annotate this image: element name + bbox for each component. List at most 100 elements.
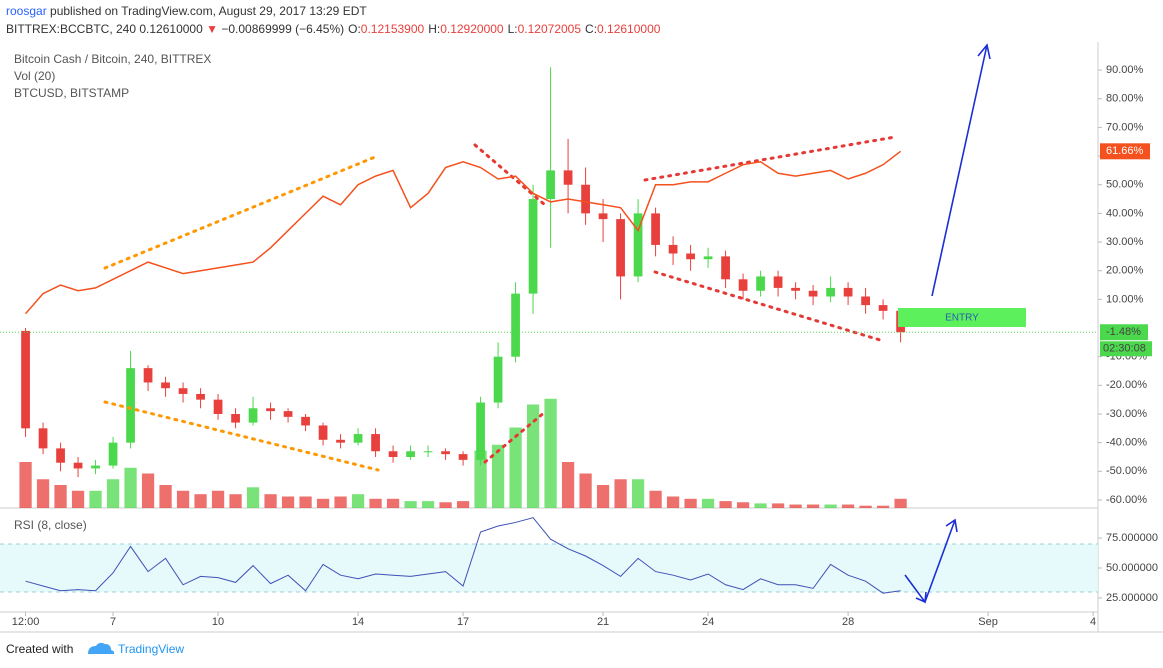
volume-bar: [299, 496, 312, 508]
candle-body: [353, 434, 363, 443]
compare-last-box: [1100, 143, 1150, 160]
x-tick-label: 24: [702, 616, 714, 628]
candle-body: [826, 287, 835, 297]
volume-bar: [404, 501, 417, 508]
volume-bar: [754, 503, 767, 508]
candle-body: [738, 279, 748, 291]
trend-line: [473, 143, 547, 207]
header-line: roosgar published on TradingView.com, Au…: [6, 4, 367, 18]
compare-last-label: 61.66%: [1106, 145, 1144, 157]
volume-bar: [211, 490, 225, 508]
y-tick-label: 30.00%: [1106, 236, 1144, 248]
volume-bar: [509, 427, 522, 508]
candle-body: [231, 413, 240, 423]
candle-body: [773, 276, 783, 288]
footer-brand: TradingView: [118, 642, 184, 656]
candle-body: [406, 451, 415, 457]
candle-body: [546, 170, 555, 200]
candle-body: [73, 462, 83, 469]
change: −0.00869999 (−6.45%): [221, 22, 344, 36]
volume-bar: [351, 494, 365, 508]
ohlc-value: 0.12920000: [440, 22, 504, 36]
legend-compare: BTCUSD, BITSTAMP: [14, 86, 129, 100]
arrow: ▼: [206, 22, 218, 36]
candle-body: [843, 287, 853, 297]
trend-lines: [103, 135, 897, 472]
volume-bar: [141, 473, 155, 508]
volume-bar: [719, 501, 732, 508]
x-tick-label: Sep: [978, 616, 998, 628]
trend-line: [103, 155, 377, 270]
candle-body: [196, 393, 205, 400]
volume-bar: [736, 502, 750, 508]
y-tick-label: -60.00%: [1106, 494, 1147, 506]
ohlc-value: 0.12072005: [518, 22, 582, 36]
candle-body: [703, 256, 713, 260]
y-tick-label: 20.00%: [1106, 265, 1144, 277]
candle-body: [301, 416, 310, 426]
volume-bar: [876, 505, 890, 508]
volume-bar: [421, 501, 435, 508]
candle-body: [808, 290, 818, 297]
candle-body: [511, 293, 520, 357]
volume-bar: [369, 498, 382, 508]
x-tick-label: 7: [110, 616, 116, 628]
last-price-label: -1.48%: [1106, 326, 1141, 338]
volume-bar: [841, 504, 855, 508]
candle-body: [108, 442, 118, 466]
volume-bar: [789, 504, 802, 508]
candle-body: [91, 465, 100, 469]
candle-body: [441, 451, 450, 455]
ohlc-label: O:: [348, 22, 361, 36]
volume-bar: [561, 462, 575, 508]
candle-body: [213, 399, 223, 414]
countdown-label: 02:30:08: [1103, 343, 1146, 355]
y-tick-label: 70.00%: [1106, 121, 1144, 133]
legend-rsi: RSI (8, close): [14, 518, 87, 532]
y-tick-label: 40.00%: [1106, 207, 1144, 219]
volume-bar: [579, 473, 592, 508]
volume-bar: [176, 490, 190, 508]
volume-bar: [334, 496, 347, 508]
y-tick-label: -20.00%: [1106, 379, 1147, 391]
candle-body: [493, 356, 503, 403]
volume-bar: [386, 498, 400, 508]
volume-bar: [159, 485, 172, 508]
countdown-box: [1100, 341, 1152, 357]
symbol: BITTREX:BCCBTC, 240: [6, 22, 136, 36]
legend-volume: Vol (20): [14, 69, 55, 83]
volume-bar: [666, 496, 680, 508]
candle-body: [651, 213, 660, 245]
ohlc-value: 0.12153900: [361, 22, 425, 36]
candle-body: [791, 287, 800, 291]
y-tick-label: -30.00%: [1106, 408, 1147, 420]
volume-bar: [281, 496, 295, 508]
x-tick-label: 28: [842, 616, 854, 628]
candle-body: [668, 244, 678, 254]
candle-body: [581, 184, 590, 214]
rsi-line: [25, 517, 901, 594]
volume-bar: [124, 467, 137, 508]
volume-bar: [229, 494, 242, 508]
volume-bar: [474, 450, 487, 508]
candle-body: [336, 439, 345, 443]
candle-body: [283, 411, 293, 417]
candle-body: [686, 253, 695, 260]
candle-body: [318, 425, 328, 440]
published: published on TradingView.com, August 29,…: [50, 4, 367, 18]
volume-bar: [491, 444, 505, 508]
candle-body: [528, 199, 538, 294]
volume-bar: [439, 502, 452, 508]
volume-bar: [649, 490, 662, 508]
volume-bar: [71, 490, 85, 508]
y-tick-label: -50.00%: [1106, 465, 1147, 477]
candle-body: [423, 451, 433, 453]
last-price-box: [1100, 324, 1148, 341]
volume-bar: [264, 494, 277, 508]
candle-body: [861, 296, 870, 306]
candle-body: [458, 454, 468, 460]
symbol-line: BITTREX:BCCBTC, 240 0.12610000 ▼ −0.0086…: [6, 22, 661, 36]
ohlc-label: C:: [585, 22, 597, 36]
y-tick-label: 50.00%: [1106, 179, 1144, 191]
